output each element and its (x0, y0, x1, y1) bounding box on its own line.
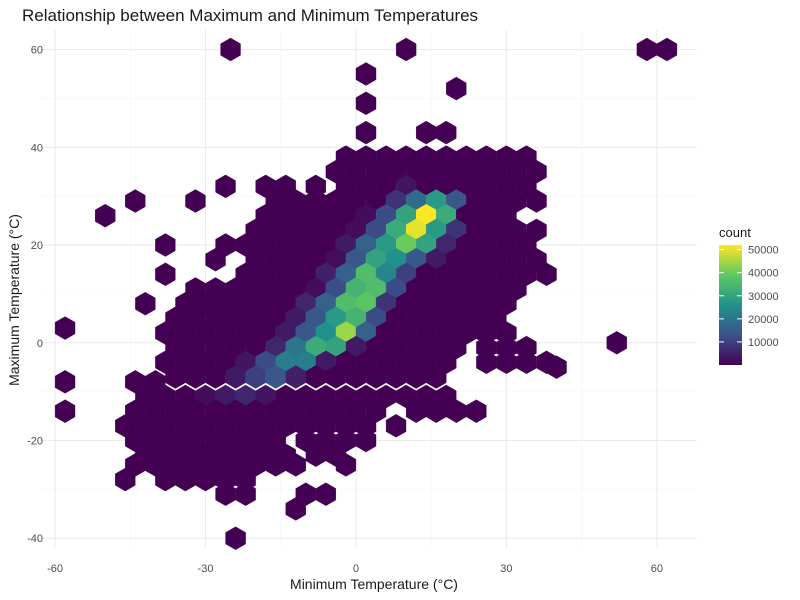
hexbin (155, 233, 176, 257)
hexbin (185, 189, 206, 213)
legend-ticks: 10000 20000 30000 40000 50000 (719, 245, 779, 349)
y-axis-title: Maximum Temperature (°C) (6, 214, 22, 386)
hexbin (54, 370, 76, 394)
y-tick-label: 0 (37, 338, 43, 350)
legend-tick-label: 40000 (748, 268, 779, 280)
legend-title: count (719, 225, 751, 240)
hexbin (536, 262, 557, 287)
y-tick-label: -20 (27, 435, 43, 447)
hexbin (225, 526, 246, 550)
legend-tick-label: 50000 (748, 245, 779, 257)
hexbin (115, 467, 136, 492)
hexbin (656, 37, 678, 62)
legend-tick-label: 20000 (748, 314, 779, 326)
x-tick-label: -60 (47, 563, 63, 575)
chart-title: Relationship between Maximum and Minimum… (22, 6, 478, 25)
hexbin (466, 399, 487, 423)
hexbin (355, 428, 377, 453)
hexbin (185, 365, 206, 389)
hexbin (355, 91, 377, 116)
hexbin (546, 355, 567, 379)
hexbin (335, 453, 357, 477)
y-tick-label: -40 (27, 533, 43, 545)
hexbin (135, 291, 156, 316)
legend-colorbar (719, 245, 742, 365)
x-axis-title: Minimum Temperature (°C) (290, 576, 458, 592)
hexbin (125, 189, 146, 213)
hexbin (285, 453, 306, 477)
y-tick-label: 60 (31, 45, 43, 57)
y-tick-label: 20 (31, 240, 43, 252)
hexbin (235, 482, 256, 506)
hexbin (526, 189, 547, 213)
x-tick-label: 60 (651, 563, 663, 575)
hexbin (355, 120, 377, 145)
hexbin (54, 316, 76, 340)
hexbin (426, 365, 447, 389)
y-tick-label: 40 (31, 142, 43, 154)
hexbin (315, 482, 336, 506)
hexbin (94, 203, 116, 228)
hexbin (396, 37, 417, 62)
x-tick-label: 30 (500, 563, 512, 575)
y-axis-ticks: -40 -20 0 20 40 60 (27, 45, 43, 546)
hexbin (416, 120, 437, 145)
hexbin (220, 37, 241, 62)
hexbin (385, 414, 407, 438)
hexbin (205, 247, 226, 272)
x-axis-ticks: -60 -30 0 30 60 (47, 563, 663, 575)
hexbins (54, 37, 678, 550)
hexbin (355, 62, 377, 86)
hexbin (285, 497, 306, 521)
legend-tick-label: 30000 (748, 291, 779, 303)
x-tick-label: -30 (198, 563, 214, 575)
hexbin (155, 262, 176, 287)
hexbin (215, 174, 236, 199)
hexbin (436, 120, 457, 145)
legend: count 10000 20000 30000 40000 50000 (719, 225, 779, 365)
legend-tick-label: 10000 (748, 337, 779, 349)
x-tick-label: 0 (353, 563, 359, 575)
hexbin (606, 331, 627, 355)
hexbin (446, 76, 467, 101)
hexbin (636, 37, 657, 62)
hexbin (54, 399, 76, 423)
